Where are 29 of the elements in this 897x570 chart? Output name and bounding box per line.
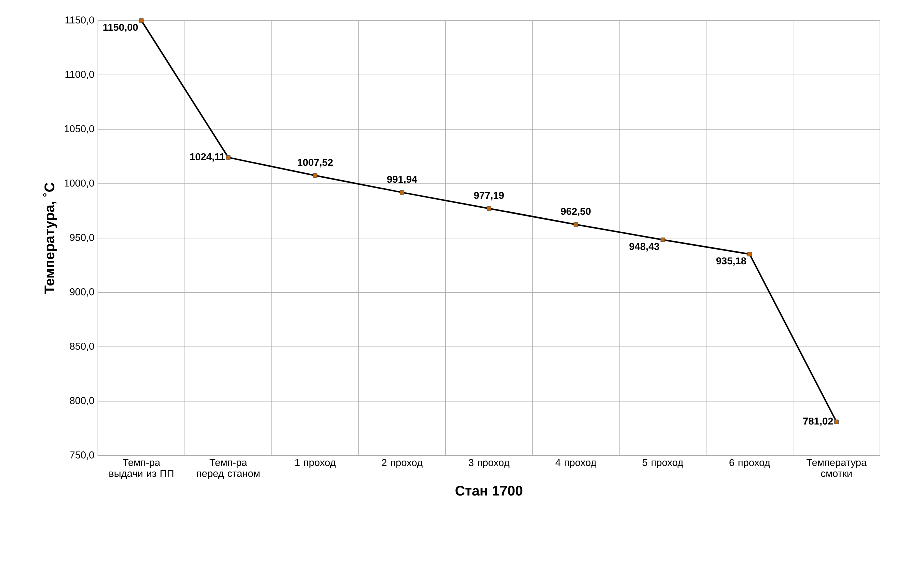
x-tick-label: Темп-ра перед станом	[197, 459, 260, 480]
data-label: 1007,52	[298, 159, 334, 168]
x-axis-title: Стан 1700	[456, 486, 523, 496]
y-tick-label: 800,0	[70, 397, 94, 406]
x-tick-label: Температура смотки	[806, 459, 867, 478]
data-label: 781,02	[804, 418, 834, 426]
y-tick-label: 1100,0	[66, 71, 94, 80]
y-axis-title: Температура, ˚С	[43, 182, 58, 294]
y-tick-label: 1050,0	[64, 125, 94, 134]
y-tick-label: 850,0	[70, 342, 94, 352]
y-tick-label: 1000,0	[64, 180, 94, 188]
data-label: 935,18	[716, 258, 746, 266]
x-tick-label: 3 проход	[468, 459, 510, 468]
x-tick-label: 6 проход	[730, 459, 770, 468]
data-label: 1150,00	[104, 24, 138, 32]
x-tick-label: 4 проход	[556, 459, 597, 468]
x-tick-label: Темп-ра выдачи из ПП	[110, 459, 174, 480]
y-tick-label: 750,0	[70, 452, 94, 460]
y-tick-label: 1150,0	[66, 16, 94, 25]
data-label: 962,50	[561, 208, 591, 217]
x-tick-label: 2 проход	[382, 459, 423, 468]
data-label: 977,19	[474, 192, 504, 201]
y-tick-label: 900,0	[70, 288, 94, 297]
y-tick-label: 950,0	[70, 234, 94, 242]
data-label: 1024,11	[190, 153, 226, 162]
x-tick-label: 1 проход	[296, 459, 336, 468]
data-label: 991,94	[387, 176, 418, 185]
data-label: 948,43	[630, 243, 660, 252]
x-tick-label: 5 проход	[642, 459, 684, 468]
